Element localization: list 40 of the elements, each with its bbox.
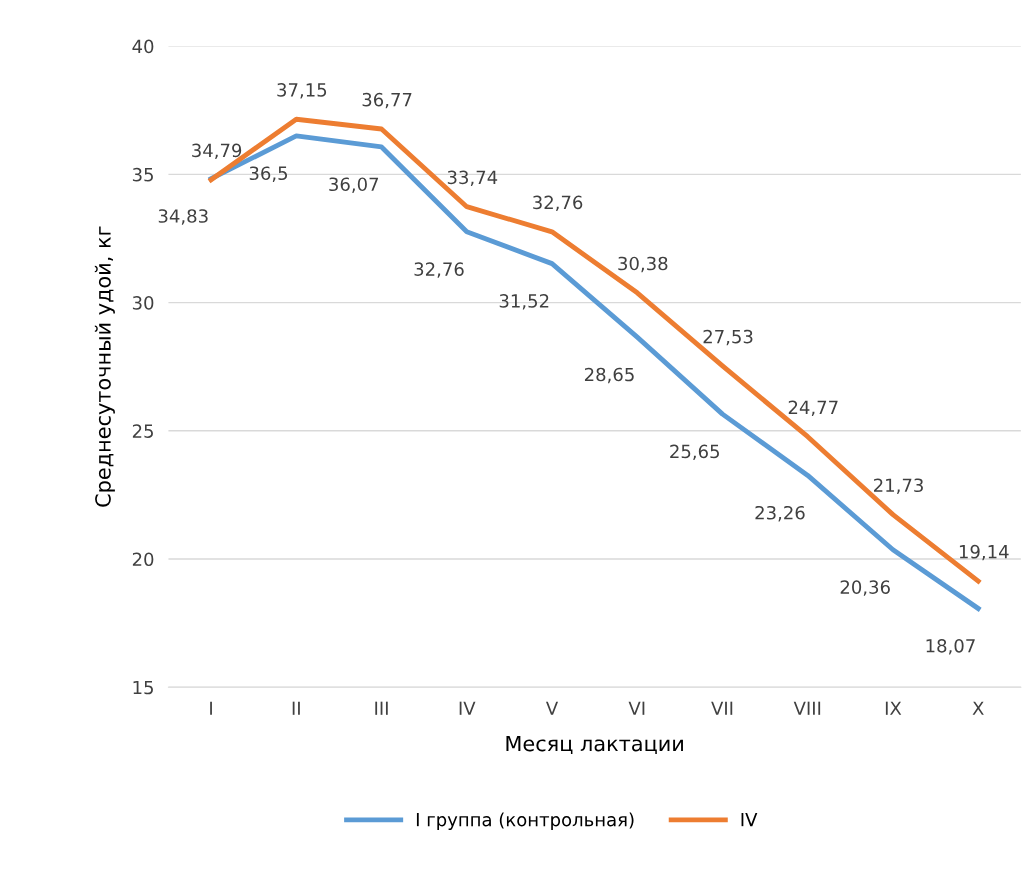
data-label: 28,65 — [584, 367, 634, 384]
data-label: 36,5 — [249, 166, 288, 182]
data-label: 25,65 — [670, 444, 719, 461]
y-tick-label: 35 — [132, 167, 153, 182]
data-label: 27,53 — [703, 329, 753, 346]
data-label: 21,73 — [874, 478, 923, 494]
y-tick-label: 40 — [132, 39, 154, 54]
data-label: 33,74 — [447, 170, 498, 186]
y-tick-label: 15 — [133, 680, 153, 695]
data-label: 34,83 — [158, 209, 208, 225]
data-label: 24,77 — [788, 400, 838, 416]
data-label: 36,77 — [362, 92, 412, 109]
data-label: 31,52 — [499, 294, 549, 310]
y-tick-label: 20 — [132, 552, 154, 567]
x-tick-label: II — [292, 701, 300, 715]
x-tick-label: I — [210, 701, 212, 715]
data-label: 32,76 — [533, 195, 583, 212]
x-tick-label: IX — [885, 701, 902, 715]
x-tick-label: IV — [459, 701, 476, 715]
data-label: 23,26 — [755, 505, 805, 522]
legend-label: I группа (контрольная) — [416, 812, 634, 830]
data-label: 20,36 — [840, 580, 890, 596]
data-label: 30,38 — [618, 256, 668, 273]
legend-label: IV — [741, 813, 758, 827]
data-label: 19,14 — [959, 544, 1009, 561]
x-tick-label: X — [972, 701, 984, 715]
data-label: 32,76 — [414, 262, 464, 278]
y-tick-label: 30 — [132, 296, 154, 310]
y-axis-title: Среднесуточный удой, кг — [94, 226, 115, 507]
x-tick-label: VIII — [793, 701, 821, 715]
x-tick-label: III — [375, 701, 388, 715]
x-axis-title: Месяц лактации — [506, 735, 683, 754]
data-label: 18,07 — [926, 638, 975, 655]
y-tick-label: 25 — [132, 424, 153, 438]
x-tick-label: VI — [628, 701, 645, 715]
x-tick-label: VII — [711, 701, 733, 715]
data-label: 34,79 — [192, 143, 242, 160]
x-tick-label: V — [545, 701, 559, 715]
data-label: 37,15 — [277, 83, 327, 99]
data-label: 36,07 — [329, 177, 379, 193]
